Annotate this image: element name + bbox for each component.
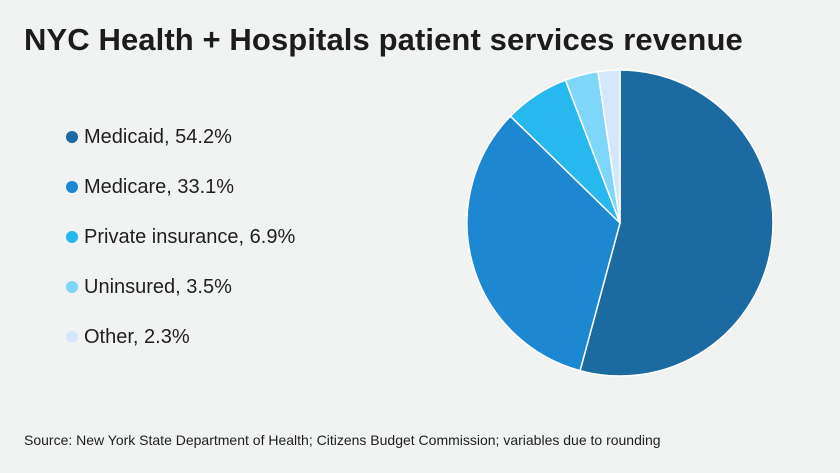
legend-item-private-insurance: Private insurance, 6.9%	[66, 212, 295, 262]
source-note: Source: New York State Department of Hea…	[24, 432, 661, 448]
pie-slice-other	[597, 69, 621, 224]
legend-item-medicaid: Medicaid, 54.2%	[66, 112, 295, 162]
legend-swatch-medicare	[66, 181, 78, 193]
legend: Medicaid, 54.2% Medicare, 33.1% Private …	[66, 112, 295, 362]
legend-label-uninsured: Uninsured, 3.5%	[84, 275, 232, 298]
legend-swatch-uninsured	[66, 281, 78, 293]
legend-label-private-insurance: Private insurance, 6.9%	[84, 225, 296, 248]
pie-slice-medicare	[466, 115, 621, 372]
pie-slice-medicaid	[579, 69, 774, 377]
legend-item-other: Other, 2.3%	[66, 312, 295, 362]
chart-title: NYC Health + Hospitals patient services …	[24, 22, 743, 57]
legend-swatch-other	[66, 331, 78, 343]
legend-label-other: Other, 2.3%	[84, 325, 190, 348]
legend-item-medicare: Medicare, 33.1%	[66, 162, 295, 212]
legend-label-medicare: Medicare, 33.1%	[84, 175, 235, 198]
legend-label-medicaid: Medicaid, 54.2%	[84, 125, 232, 148]
legend-swatch-medicaid	[66, 131, 78, 143]
legend-swatch-private-insurance	[66, 231, 78, 243]
legend-item-uninsured: Uninsured, 3.5%	[66, 262, 295, 312]
pie-chart	[466, 69, 774, 377]
